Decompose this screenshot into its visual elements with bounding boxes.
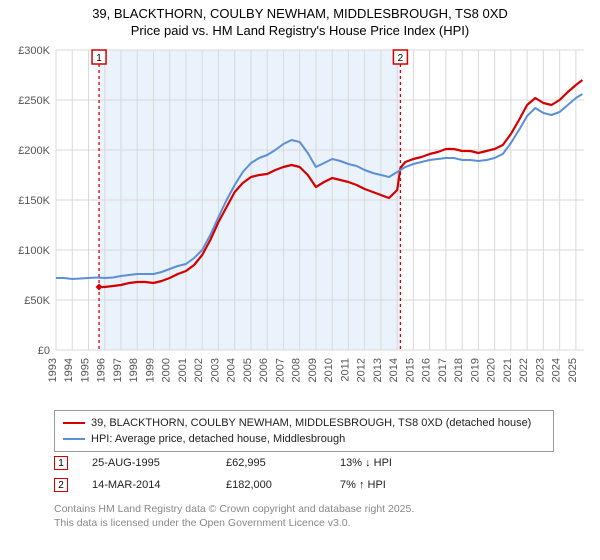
svg-text:£300K: £300K	[18, 45, 50, 57]
legend-row: 39, BLACKTHORN, COULBY NEWHAM, MIDDLESBR…	[63, 415, 545, 431]
svg-text:2001: 2001	[177, 358, 189, 382]
svg-text:2020: 2020	[486, 358, 498, 382]
svg-text:2015: 2015	[404, 358, 416, 382]
legend-row: HPI: Average price, detached house, Midd…	[63, 431, 545, 447]
svg-text:2014: 2014	[388, 358, 400, 382]
legend-label: HPI: Average price, detached house, Midd…	[91, 433, 345, 445]
svg-text:2018: 2018	[453, 358, 465, 382]
footer-line-1: Contains HM Land Registry data © Crown c…	[54, 502, 414, 516]
svg-text:£150K: £150K	[18, 195, 50, 207]
svg-text:£0: £0	[38, 345, 50, 357]
sale-row: 2 14-MAR-2014 £182,000 7% ↑ HPI	[54, 474, 554, 496]
svg-text:2019: 2019	[469, 358, 481, 382]
svg-text:2010: 2010	[323, 358, 335, 382]
svg-text:2008: 2008	[291, 358, 303, 382]
sale-row: 1 25-AUG-1995 £62,995 13% ↓ HPI	[54, 452, 554, 474]
sale-date: 14-MAR-2014	[92, 479, 202, 491]
title-line-2: Price paid vs. HM Land Registry's House …	[0, 23, 600, 38]
sale-delta: 7% ↑ HPI	[340, 479, 440, 491]
svg-text:1993: 1993	[47, 358, 59, 382]
svg-text:2023: 2023	[534, 358, 546, 382]
svg-text:2000: 2000	[161, 358, 173, 382]
svg-text:2016: 2016	[421, 358, 433, 382]
legend: 39, BLACKTHORN, COULBY NEWHAM, MIDDLESBR…	[54, 410, 554, 452]
svg-text:£50K: £50K	[24, 295, 50, 307]
svg-text:£250K: £250K	[18, 95, 50, 107]
svg-text:1994: 1994	[63, 358, 75, 382]
svg-text:2002: 2002	[193, 358, 205, 382]
chart-area: £0 £50K £100K £150K £200K £250K £300K 1993 1994 1…	[8, 44, 592, 404]
sale-price: £62,995	[226, 457, 316, 469]
svg-text:2003: 2003	[209, 358, 221, 382]
svg-text:1996: 1996	[96, 358, 108, 382]
svg-text:2017: 2017	[437, 358, 449, 382]
svg-text:£100K: £100K	[18, 245, 50, 257]
svg-text:2013: 2013	[372, 358, 384, 382]
footer: Contains HM Land Registry data © Crown c…	[54, 502, 414, 530]
svg-text:£200K: £200K	[18, 145, 50, 157]
svg-text:1999: 1999	[144, 358, 156, 382]
chart-title: 39, BLACKTHORN, COULBY NEWHAM, MIDDLESBR…	[0, 0, 600, 38]
chart-svg: £0 £50K £100K £150K £200K £250K £300K 1993 1994 1…	[8, 44, 592, 404]
svg-text:2007: 2007	[274, 358, 286, 382]
title-line-1: 39, BLACKTHORN, COULBY NEWHAM, MIDDLESBR…	[0, 6, 600, 21]
svg-text:2021: 2021	[502, 358, 514, 382]
svg-text:2022: 2022	[518, 358, 530, 382]
legend-swatch	[63, 422, 85, 425]
svg-text:2006: 2006	[258, 358, 270, 382]
sale-badge: 1	[54, 456, 68, 470]
sale-badge: 2	[54, 478, 68, 492]
svg-text:1997: 1997	[112, 358, 124, 382]
sale-events: 1 25-AUG-1995 £62,995 13% ↓ HPI 2 14-MAR…	[54, 452, 554, 496]
legend-label: 39, BLACKTHORN, COULBY NEWHAM, MIDDLESBR…	[91, 417, 531, 429]
svg-text:2009: 2009	[307, 358, 319, 382]
svg-text:2005: 2005	[242, 358, 254, 382]
sale-date: 25-AUG-1995	[92, 457, 202, 469]
svg-text:1995: 1995	[79, 358, 91, 382]
sale-delta: 13% ↓ HPI	[340, 457, 440, 469]
svg-text:2011: 2011	[339, 358, 351, 382]
svg-text:2025: 2025	[567, 358, 579, 382]
svg-text:2012: 2012	[356, 358, 368, 382]
svg-text:2004: 2004	[226, 358, 238, 382]
footer-line-2: This data is licensed under the Open Gov…	[54, 516, 414, 530]
svg-text:2: 2	[398, 53, 404, 64]
svg-text:2024: 2024	[551, 358, 563, 382]
sale-price: £182,000	[226, 479, 316, 491]
legend-swatch	[63, 438, 85, 441]
svg-text:1: 1	[96, 53, 102, 64]
svg-text:1998: 1998	[128, 358, 140, 382]
